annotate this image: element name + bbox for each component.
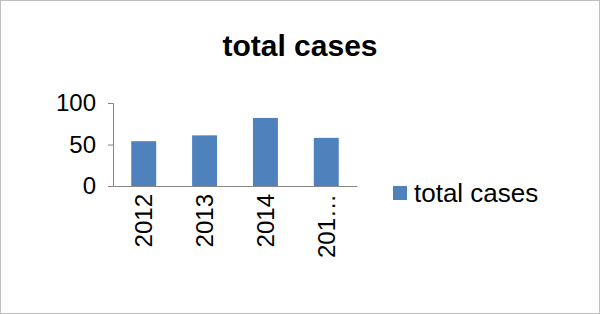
chart: total cases 0 50 100 2012 2013 2014 201… total c… (0, 0, 600, 314)
y-tick-mark (108, 186, 113, 187)
y-tick-label: 50 (69, 131, 96, 158)
x-tick-label: 2012 (130, 194, 157, 247)
x-tick-label: 2013 (191, 194, 218, 247)
y-tick-mark (108, 103, 113, 104)
x-tick: 2012 (130, 194, 157, 247)
x-axis: 2012 2013 2014 201… (114, 187, 358, 259)
bar (253, 118, 278, 186)
legend: total cases (393, 178, 538, 208)
legend-swatch (393, 186, 407, 200)
bar (192, 135, 217, 186)
y-tick-label: 100 (56, 89, 96, 116)
bars (131, 118, 338, 186)
y-tick: 100 (56, 89, 113, 116)
bar (314, 138, 339, 186)
y-tick-label: 0 (83, 172, 96, 199)
x-axis-line (114, 186, 358, 187)
x-tick-label: 201… (313, 194, 340, 258)
y-axis-line (108, 104, 114, 187)
x-tick-label: 2014 (252, 194, 279, 247)
chart-border (1, 1, 600, 314)
x-tick: 2013 (191, 194, 218, 247)
y-tick: 0 (83, 172, 113, 199)
y-axis: 0 50 100 (56, 89, 114, 199)
bar (131, 141, 156, 186)
x-tick: 201… (313, 194, 340, 258)
x-tick: 2014 (252, 194, 279, 247)
y-tick: 50 (69, 131, 113, 158)
legend-label: total cases (414, 178, 538, 208)
chart-title: total cases (222, 29, 377, 62)
y-tick-mark (108, 145, 113, 146)
